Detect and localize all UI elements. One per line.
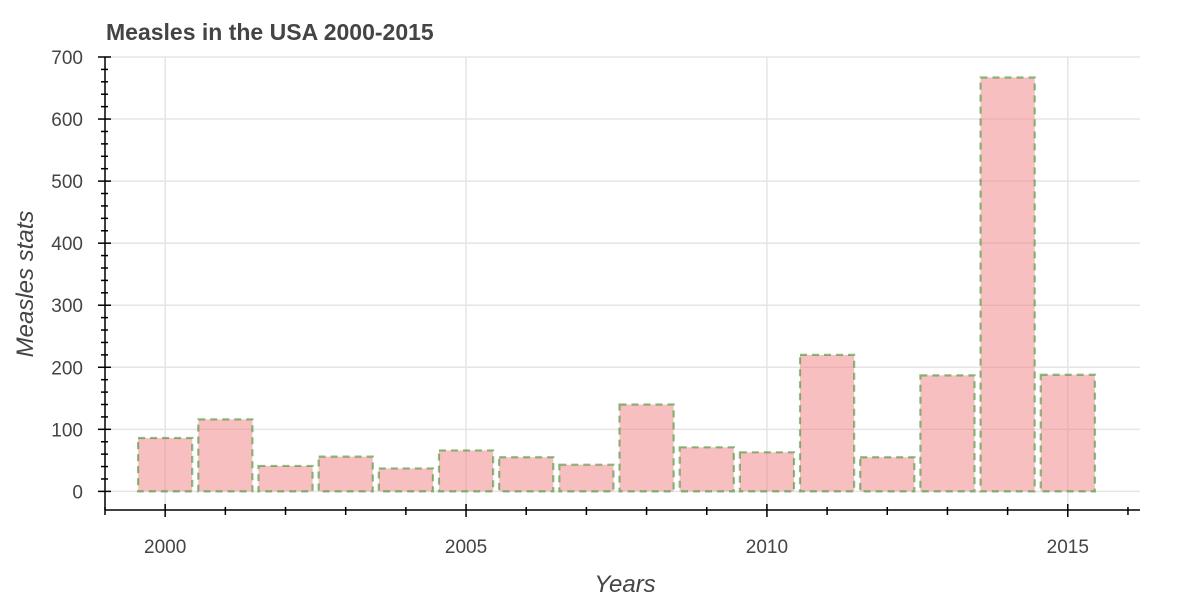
bar-2013 bbox=[919, 374, 976, 493]
y-tick-label: 300 bbox=[51, 296, 83, 317]
bar-2014 bbox=[979, 76, 1036, 493]
y-tick-label: 0 bbox=[72, 482, 83, 503]
bar-2010 bbox=[738, 451, 796, 493]
bar-2005 bbox=[437, 449, 495, 493]
bar-2015 bbox=[1039, 373, 1096, 493]
x-tick-label: 2005 bbox=[445, 537, 487, 558]
bar-2009 bbox=[678, 446, 735, 493]
y-tick-label: 400 bbox=[51, 234, 83, 255]
axes: 0 100 200 300 400 500 600 700 2000 2005 2010 2015 bbox=[51, 48, 1140, 558]
y-tick-label: 700 bbox=[51, 48, 83, 69]
x-tick-label: 2015 bbox=[1047, 537, 1089, 558]
y-tick-label: 600 bbox=[51, 110, 83, 131]
bar-2001 bbox=[197, 418, 254, 493]
x-tick-label: 2010 bbox=[746, 537, 788, 558]
bar-2002 bbox=[257, 464, 314, 493]
x-axis-label: Years bbox=[594, 571, 655, 598]
y-axis-label: Measles stats bbox=[12, 211, 39, 358]
bar-2008 bbox=[618, 403, 675, 493]
y-tick-label: 200 bbox=[51, 358, 83, 379]
bar-2003 bbox=[317, 455, 374, 493]
bar-2012 bbox=[859, 456, 916, 493]
bars bbox=[136, 76, 1096, 493]
chart-title: Measles in the USA 2000-2015 bbox=[106, 19, 434, 45]
y-tick-label: 100 bbox=[51, 420, 83, 441]
x-tick-label: 2000 bbox=[144, 537, 186, 558]
grid-lines bbox=[105, 56, 1140, 510]
bar-2004 bbox=[377, 467, 435, 493]
bar-2007 bbox=[558, 463, 615, 493]
bar-2000 bbox=[136, 436, 194, 493]
bar-2011 bbox=[798, 353, 856, 493]
bar-2006 bbox=[498, 456, 555, 493]
y-tick-label: 500 bbox=[51, 172, 83, 193]
